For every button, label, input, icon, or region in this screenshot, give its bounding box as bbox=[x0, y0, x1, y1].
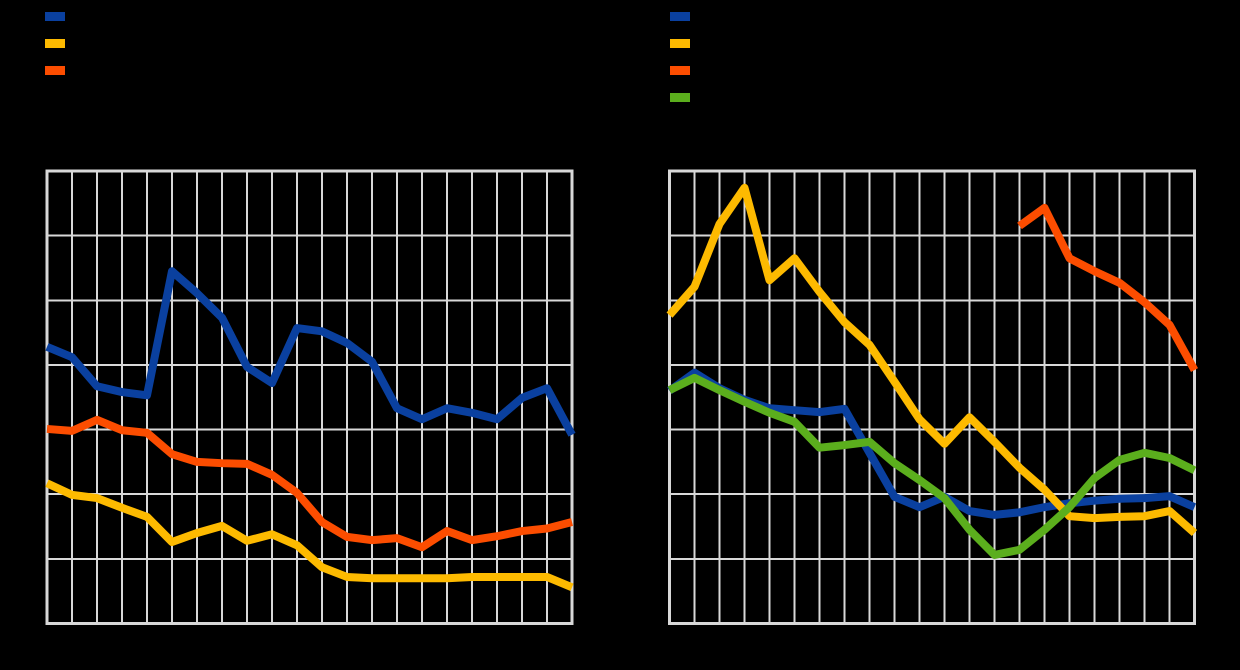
legend-right-chart bbox=[670, 12, 690, 120]
left-chart-series-yellow-line bbox=[45, 479, 574, 591]
legend-row-series-blue bbox=[45, 12, 65, 39]
legend-swatch-series-orange bbox=[670, 66, 690, 75]
legend-swatch-series-blue bbox=[45, 12, 65, 21]
right-chart-series-orange-line bbox=[1017, 203, 1199, 373]
legend-swatch-series-blue bbox=[670, 12, 690, 21]
right-chart-gridlines bbox=[668, 170, 1196, 625]
legend-row-series-yellow bbox=[45, 39, 65, 66]
right-chart-series-green-line bbox=[667, 373, 1197, 559]
legend-swatch-series-orange bbox=[45, 66, 65, 75]
legend-left-chart bbox=[45, 12, 65, 93]
legend-row-series-orange bbox=[45, 66, 65, 93]
legend-row-series-blue bbox=[670, 12, 690, 39]
left-chart-series-blue-line bbox=[45, 267, 576, 437]
legend-row-series-orange bbox=[670, 66, 690, 93]
legend-swatch-series-green bbox=[670, 93, 690, 102]
legend-row-series-yellow bbox=[670, 39, 690, 66]
right-chart-border bbox=[668, 169, 1196, 626]
legend-row-series-green bbox=[670, 93, 690, 120]
left-chart-series-orange-line bbox=[46, 415, 574, 552]
left-chart-border bbox=[45, 169, 574, 626]
right-chart-series-yellow-line bbox=[666, 183, 1198, 537]
legend-swatch-series-yellow bbox=[45, 39, 65, 48]
legend-swatch-series-yellow bbox=[670, 39, 690, 48]
